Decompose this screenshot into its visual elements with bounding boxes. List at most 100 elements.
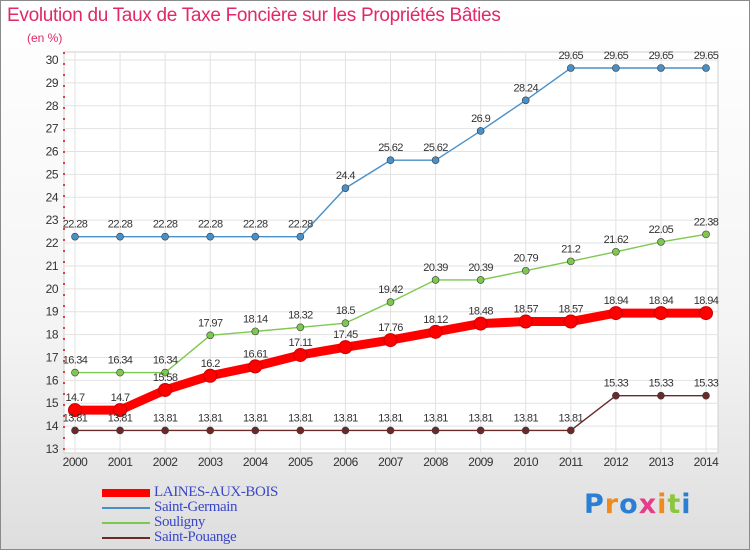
data-label: 16.34 xyxy=(153,355,178,367)
data-point xyxy=(203,368,218,383)
data-label: 25.62 xyxy=(423,142,448,154)
data-point xyxy=(251,232,260,241)
data-label: 18.5 xyxy=(336,305,355,317)
data-point xyxy=(161,232,169,241)
y-tick-label: 30 xyxy=(46,53,59,67)
data-point xyxy=(341,319,350,327)
data-label: 15.33 xyxy=(649,378,674,390)
data-label: 20.39 xyxy=(468,262,493,274)
data-label: 22.28 xyxy=(153,219,178,231)
data-point xyxy=(248,359,263,374)
x-tick-label: 2005 xyxy=(288,455,314,469)
data-point xyxy=(71,232,79,241)
x-tick-label: 2014 xyxy=(694,455,720,469)
x-tick-label: 2013 xyxy=(649,455,675,469)
data-label: 18.48 xyxy=(468,306,493,318)
data-label: 18.94 xyxy=(694,295,719,307)
y-tick-label: 28 xyxy=(46,99,59,113)
y-tick-label: 18 xyxy=(46,328,59,342)
legend-swatch xyxy=(102,489,150,497)
proxiti-logo: Proxiti xyxy=(584,489,692,520)
data-point xyxy=(431,426,440,435)
data-point xyxy=(386,298,395,306)
data-label: 18.14 xyxy=(243,313,268,325)
data-point xyxy=(563,314,578,329)
data-point xyxy=(431,156,440,165)
y-tick-label: 20 xyxy=(46,282,59,296)
data-label: 29.65 xyxy=(604,50,629,62)
data-point xyxy=(612,64,620,72)
data-label: 14.7 xyxy=(111,392,130,404)
data-label: 16.2 xyxy=(201,358,220,370)
data-label: 15.58 xyxy=(153,372,178,384)
data-label: 13.81 xyxy=(378,412,403,424)
data-point xyxy=(653,306,668,321)
data-point xyxy=(206,232,215,241)
data-label: 19.42 xyxy=(378,284,403,296)
data-point xyxy=(476,426,485,435)
x-tick-label: 2009 xyxy=(468,455,494,469)
data-point xyxy=(612,391,620,400)
y-tick-label: 26 xyxy=(46,145,59,159)
series-laines-aux-bois xyxy=(68,306,713,418)
x-tick-label: 2011 xyxy=(559,455,584,469)
data-point xyxy=(71,426,79,435)
data-label: 16.61 xyxy=(243,348,268,360)
data-point xyxy=(71,368,79,377)
y-tick-label: 29 xyxy=(46,76,59,90)
data-point xyxy=(251,327,260,336)
data-label: 17.97 xyxy=(198,317,223,329)
data-point xyxy=(521,96,530,105)
data-label: 14.7 xyxy=(65,392,84,404)
data-point xyxy=(702,391,710,400)
y-tick-label: 25 xyxy=(46,167,59,181)
data-point xyxy=(113,403,128,418)
data-point xyxy=(161,368,169,377)
unit-label: (en %) xyxy=(27,31,63,45)
data-point xyxy=(296,323,305,332)
data-label: 13.81 xyxy=(513,412,538,424)
y-tick-label: 22 xyxy=(46,236,59,250)
data-label: 22.28 xyxy=(198,219,223,231)
series-saint-germain xyxy=(71,64,710,241)
legend-label: Saint-Germain xyxy=(154,499,238,515)
y-tick-label: 14 xyxy=(46,419,59,433)
y-tick-label: 27 xyxy=(46,122,59,136)
data-label: 22.28 xyxy=(243,219,268,231)
data-label: 21.62 xyxy=(604,234,629,246)
legend-swatch xyxy=(102,522,150,524)
data-point xyxy=(338,340,353,355)
data-point xyxy=(206,331,215,340)
data-point xyxy=(206,426,215,435)
y-tick-label: 13 xyxy=(46,442,59,456)
data-label: 15.33 xyxy=(604,378,629,390)
y-tick-label: 24 xyxy=(46,190,59,204)
legend-label: LAINES-AUX-BOIS xyxy=(154,484,278,500)
data-label: 17.45 xyxy=(333,329,358,341)
data-point xyxy=(116,426,124,435)
x-tick-label: 2006 xyxy=(333,455,359,469)
y-tick-label: 15 xyxy=(46,396,59,410)
data-point xyxy=(383,333,398,348)
data-point xyxy=(341,426,350,435)
data-point xyxy=(116,232,124,241)
data-label: 18.12 xyxy=(423,314,448,326)
data-point xyxy=(116,368,124,377)
legend-label: Souligny xyxy=(154,514,205,530)
data-point xyxy=(476,276,485,284)
legend-label: Saint-Pouange xyxy=(154,529,237,545)
data-label: 13.81 xyxy=(423,412,448,424)
x-tick-label: 2003 xyxy=(198,455,224,469)
data-point xyxy=(296,232,305,241)
series-saint-pouange xyxy=(71,391,710,435)
data-point xyxy=(296,426,305,435)
data-point xyxy=(657,238,665,246)
data-point xyxy=(612,247,620,256)
data-label: 16.34 xyxy=(63,355,88,367)
x-tick-label: 2012 xyxy=(604,455,630,469)
x-tick-label: 2004 xyxy=(243,455,269,469)
data-point xyxy=(476,127,485,135)
data-label: 22.05 xyxy=(649,224,674,236)
data-label: 20.79 xyxy=(513,253,538,265)
data-point xyxy=(521,266,530,275)
